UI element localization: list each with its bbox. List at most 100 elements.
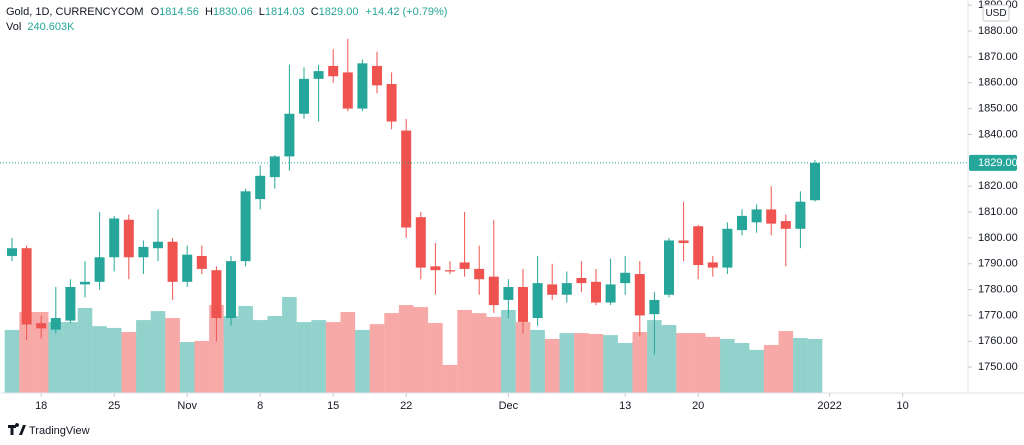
candle-body <box>415 217 426 268</box>
ohlc-value: 1829.00 <box>319 6 359 18</box>
candle-body <box>693 226 704 266</box>
symbol-title: Gold, 1D, CURRENCYCOM <box>6 6 144 18</box>
volume-bar <box>384 313 399 393</box>
volume-bar <box>501 309 516 393</box>
volume-bar <box>19 311 34 393</box>
currency[interactable]: USD <box>985 8 1006 19</box>
volume-bar <box>720 338 735 393</box>
candle-body <box>503 286 514 300</box>
y-tick-label: 1780.00 <box>978 283 1018 295</box>
candle-body <box>328 65 339 77</box>
ohlc-key: L <box>259 6 265 18</box>
volume-bar <box>676 333 691 393</box>
last-price-label: 1829.00 <box>978 157 1018 169</box>
candle-body <box>430 266 441 271</box>
volume-bar <box>661 325 677 393</box>
volume-bar <box>749 349 764 393</box>
y-tick-label: 1880.00 <box>978 25 1018 37</box>
x-tick-label: 10 <box>896 400 908 412</box>
volume-bar <box>807 339 823 393</box>
candle-body <box>561 283 572 295</box>
volume-key: Vol <box>6 21 21 33</box>
logo-icon <box>8 423 26 435</box>
y-tick-label: 1840.00 <box>978 128 1018 140</box>
ohlc-value: 1814.03 <box>265 6 305 18</box>
x-tick-label: 15 <box>327 400 339 412</box>
volume-bar <box>252 320 268 393</box>
volume-bar <box>194 340 210 393</box>
candle-body <box>780 221 791 229</box>
volume-bar <box>121 331 137 393</box>
x-tick-label: Dec <box>499 400 519 412</box>
volume-bar <box>705 336 721 393</box>
volume-header: Vol 240.603K <box>6 21 75 33</box>
candle-body <box>372 65 382 86</box>
candle-body <box>576 277 587 284</box>
ohlc-key: O <box>151 6 160 18</box>
candle-body <box>547 284 558 295</box>
volume-bar <box>574 333 589 393</box>
volume-bar <box>457 309 472 393</box>
candle-body <box>751 209 762 223</box>
candle-body <box>459 262 470 269</box>
ohlc-key: C <box>311 6 319 18</box>
brand: TradingView <box>29 425 90 437</box>
volume-bar <box>77 307 93 393</box>
volume-bar <box>340 311 356 393</box>
y-tick-label: 1770.00 <box>978 309 1018 321</box>
candle-body <box>357 63 368 109</box>
volume-bar <box>793 338 808 393</box>
volume-bar <box>603 335 618 393</box>
volume-bar <box>428 322 443 393</box>
volume-bar <box>734 342 750 393</box>
currency-box[interactable] <box>982 4 1010 22</box>
candle-body <box>620 272 631 284</box>
candle-body <box>138 246 149 258</box>
brand-logo: TradingView <box>8 423 90 437</box>
volume-bar <box>296 322 312 393</box>
candle-body <box>269 156 280 178</box>
candle-body <box>445 270 455 272</box>
volume-bar <box>690 333 706 393</box>
volume-bar <box>617 342 633 393</box>
volume-bar <box>150 311 166 393</box>
y-tick-label: 1820.00 <box>978 180 1018 192</box>
volume-bar <box>282 296 297 393</box>
volume-bar <box>763 344 779 393</box>
volume-bar <box>486 316 502 393</box>
volume-bar <box>588 333 604 393</box>
last-price-box <box>969 154 1017 171</box>
volume-bar <box>4 329 20 393</box>
y-tick-label: 1790.00 <box>978 258 1018 270</box>
axes: 1750.00 1760.00 1770.00 1780.00 1790.00 1800.… <box>35 0 1018 412</box>
candle-body <box>795 201 806 229</box>
x-tick-label: 8 <box>257 400 263 412</box>
candle-body <box>196 255 207 269</box>
volume-bar <box>544 338 560 393</box>
candle-body <box>240 191 251 262</box>
change: +14.42 (+0.79%) <box>366 6 448 18</box>
candle-body <box>766 209 777 224</box>
volume-bar <box>647 320 662 393</box>
candle-body <box>664 240 674 295</box>
candle-body <box>109 218 120 258</box>
volume-bar <box>223 316 239 393</box>
candle-body <box>591 281 601 303</box>
candle-body <box>649 299 660 315</box>
candle-body <box>634 274 645 316</box>
candle-body <box>226 261 236 319</box>
candle-body <box>167 241 178 282</box>
candle-body <box>532 283 543 319</box>
candle-body <box>36 323 47 329</box>
x-tick-label: 20 <box>692 400 704 412</box>
volume-bar <box>471 313 487 393</box>
candle-body <box>123 219 134 258</box>
volume-bar <box>63 322 78 393</box>
volume-bar <box>778 331 794 393</box>
volume-bar <box>92 326 107 393</box>
candle-body <box>80 281 90 285</box>
candle-body <box>605 284 616 303</box>
candle-body <box>737 215 747 231</box>
volume-bar <box>515 322 531 393</box>
x-tick-label: Nov <box>177 400 197 412</box>
